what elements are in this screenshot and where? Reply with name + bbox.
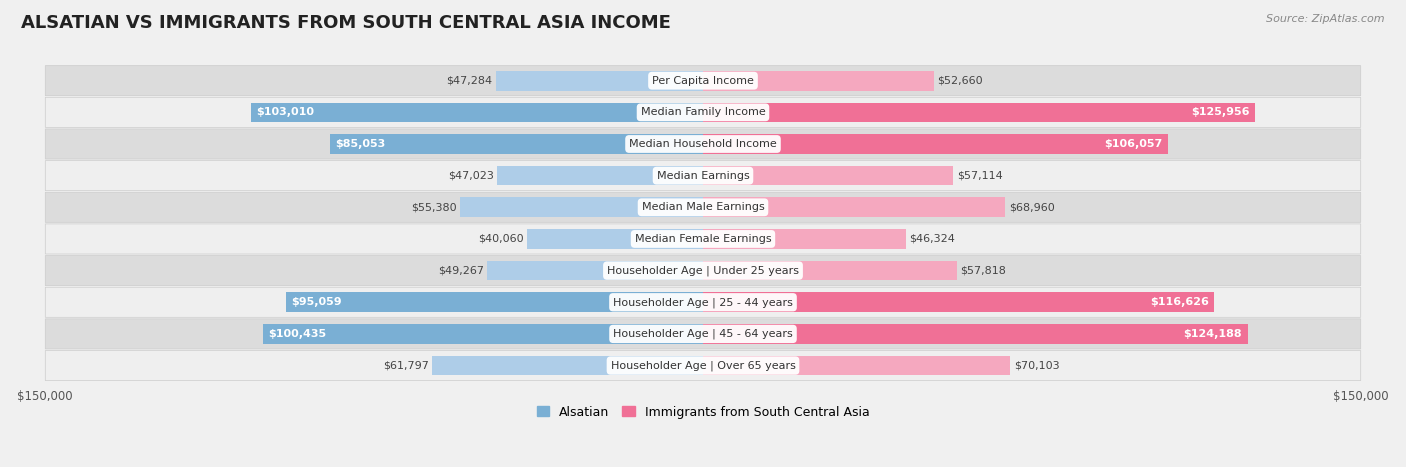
FancyBboxPatch shape [45, 319, 1361, 349]
Text: $47,023: $47,023 [447, 170, 494, 181]
Bar [703, 292, 1215, 312]
Bar [496, 71, 703, 91]
Text: $57,818: $57,818 [960, 266, 1005, 276]
Bar [703, 166, 953, 185]
Bar [252, 103, 703, 122]
Bar [703, 134, 1168, 154]
Text: ALSATIAN VS IMMIGRANTS FROM SOUTH CENTRAL ASIA INCOME: ALSATIAN VS IMMIGRANTS FROM SOUTH CENTRA… [21, 14, 671, 32]
Bar [703, 71, 934, 91]
Text: Householder Age | Over 65 years: Householder Age | Over 65 years [610, 361, 796, 371]
FancyBboxPatch shape [45, 351, 1361, 381]
Bar [460, 198, 703, 217]
Text: $55,380: $55,380 [412, 202, 457, 212]
Text: Source: ZipAtlas.com: Source: ZipAtlas.com [1267, 14, 1385, 24]
Text: Householder Age | Under 25 years: Householder Age | Under 25 years [607, 265, 799, 276]
Text: $61,797: $61,797 [382, 361, 429, 371]
Bar [496, 166, 703, 185]
Text: $125,956: $125,956 [1191, 107, 1250, 117]
Bar [703, 229, 905, 249]
Text: $95,059: $95,059 [291, 297, 342, 307]
Text: $57,114: $57,114 [956, 170, 1002, 181]
Text: $124,188: $124,188 [1184, 329, 1243, 339]
Text: $103,010: $103,010 [256, 107, 315, 117]
FancyBboxPatch shape [45, 287, 1361, 317]
Bar [703, 356, 1011, 375]
Bar [486, 261, 703, 280]
FancyBboxPatch shape [45, 129, 1361, 159]
Text: Median Earnings: Median Earnings [657, 170, 749, 181]
Text: $46,324: $46,324 [910, 234, 955, 244]
Text: $40,060: $40,060 [478, 234, 524, 244]
Bar [432, 356, 703, 375]
Bar [703, 261, 956, 280]
Bar [527, 229, 703, 249]
Text: Per Capita Income: Per Capita Income [652, 76, 754, 85]
FancyBboxPatch shape [45, 192, 1361, 222]
FancyBboxPatch shape [45, 66, 1361, 96]
Bar [263, 324, 703, 344]
Text: $116,626: $116,626 [1150, 297, 1209, 307]
Text: $52,660: $52,660 [938, 76, 983, 85]
FancyBboxPatch shape [45, 161, 1361, 191]
Text: Median Male Earnings: Median Male Earnings [641, 202, 765, 212]
Bar [287, 292, 703, 312]
Bar [703, 198, 1005, 217]
Text: $85,053: $85,053 [335, 139, 385, 149]
Text: $100,435: $100,435 [269, 329, 326, 339]
Text: Householder Age | 45 - 64 years: Householder Age | 45 - 64 years [613, 329, 793, 339]
Bar [703, 103, 1256, 122]
Text: Householder Age | 25 - 44 years: Householder Age | 25 - 44 years [613, 297, 793, 307]
FancyBboxPatch shape [45, 255, 1361, 286]
Text: $49,267: $49,267 [437, 266, 484, 276]
Text: $70,103: $70,103 [1014, 361, 1059, 371]
Text: $106,057: $106,057 [1105, 139, 1163, 149]
Text: $47,284: $47,284 [446, 76, 492, 85]
Text: Median Household Income: Median Household Income [628, 139, 778, 149]
Text: Median Female Earnings: Median Female Earnings [634, 234, 772, 244]
Bar [330, 134, 703, 154]
Bar [703, 324, 1247, 344]
Text: $68,960: $68,960 [1008, 202, 1054, 212]
FancyBboxPatch shape [45, 224, 1361, 254]
Legend: Alsatian, Immigrants from South Central Asia: Alsatian, Immigrants from South Central … [531, 401, 875, 424]
FancyBboxPatch shape [45, 97, 1361, 127]
Text: Median Family Income: Median Family Income [641, 107, 765, 117]
